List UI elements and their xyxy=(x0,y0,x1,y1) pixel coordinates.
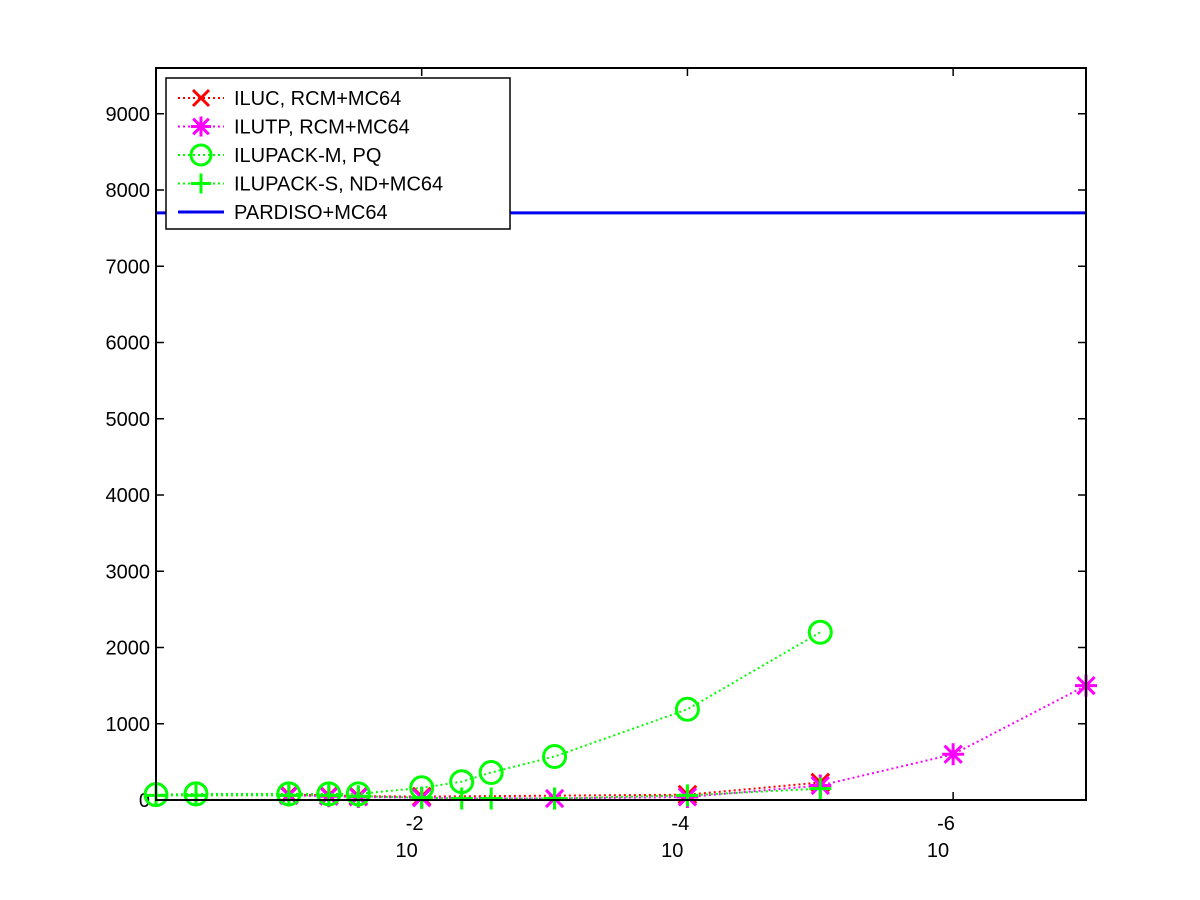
legend-label: ILUC, RCM+MC64 xyxy=(234,88,401,110)
series-3 xyxy=(145,777,832,810)
x-tick-label-exponent: -4 xyxy=(671,813,689,835)
plus-marker xyxy=(410,786,433,809)
y-tick-label: 5000 xyxy=(106,409,151,431)
plus-marker xyxy=(809,777,832,800)
y-tick-label: 0 xyxy=(139,790,150,812)
legend-label: ILUTP, RCM+MC64 xyxy=(234,117,410,139)
y-tick-label: 6000 xyxy=(106,333,151,355)
asterisk-marker xyxy=(191,116,211,137)
legend-label: ILUPACK-S, ND+MC64 xyxy=(234,174,443,196)
y-tick-label: 7000 xyxy=(106,256,151,278)
y-tick-label: 4000 xyxy=(106,485,151,507)
legend-entry: PARDISO+MC64 xyxy=(178,202,388,224)
circle-marker xyxy=(542,744,568,770)
legend-label: ILUPACK-M, PQ xyxy=(234,145,381,167)
legend-entry: ILUC, RCM+MC64 xyxy=(178,88,401,110)
circle-marker xyxy=(189,143,213,167)
axes-ticks xyxy=(156,68,1086,801)
legend-box xyxy=(165,77,511,230)
y-tick-label: 1000 xyxy=(106,714,151,736)
circle-marker xyxy=(478,760,504,786)
y-tick-label: 3000 xyxy=(106,561,151,583)
y-tick-label: 2000 xyxy=(106,638,151,660)
circle-marker xyxy=(674,696,700,722)
plus-marker xyxy=(191,173,211,194)
x-tick-label-base: 10 xyxy=(927,840,949,862)
legend: ILUC, RCM+MC64 ILUTP, RCM+MC64 ILUPACK-M, … xyxy=(165,77,511,230)
y-tick-label: 9000 xyxy=(106,104,151,126)
x-tick-label-base: 10 xyxy=(661,840,683,862)
legend-entry: ILUPACK-M, PQ xyxy=(178,143,381,167)
x-marker xyxy=(191,88,211,108)
plus-marker xyxy=(347,785,370,808)
plot-frame xyxy=(155,67,1087,801)
x-tick-label-base: 10 xyxy=(395,840,417,862)
x-tick-label-exponent: -2 xyxy=(406,813,424,835)
y-tick-labels: 0 1000 2000 3000 4000 5000 6000 7000 8000 9000 xyxy=(106,104,151,812)
x-tick-labels: 10 -2 10 -4 10 -6 xyxy=(395,813,954,862)
plus-marker xyxy=(480,787,503,810)
plus-marker xyxy=(277,784,300,807)
legend-entry: ILUPACK-S, ND+MC64 xyxy=(178,173,443,196)
y-tick-label: 8000 xyxy=(106,180,151,202)
plus-marker xyxy=(543,787,566,810)
legend-entry: ILUTP, RCM+MC64 xyxy=(178,116,410,139)
legend-label: PARDISO+MC64 xyxy=(234,202,388,224)
legend-entries: ILUC, RCM+MC64 ILUTP, RCM+MC64 ILUPACK-M, … xyxy=(178,88,443,224)
plus-marker xyxy=(676,784,699,807)
circle-marker xyxy=(807,619,833,645)
plus-marker xyxy=(317,784,340,807)
plus-marker xyxy=(450,787,473,810)
plus-marker xyxy=(184,784,207,807)
asterisk-marker xyxy=(942,743,965,766)
x-tick-label-exponent: -6 xyxy=(937,813,955,835)
